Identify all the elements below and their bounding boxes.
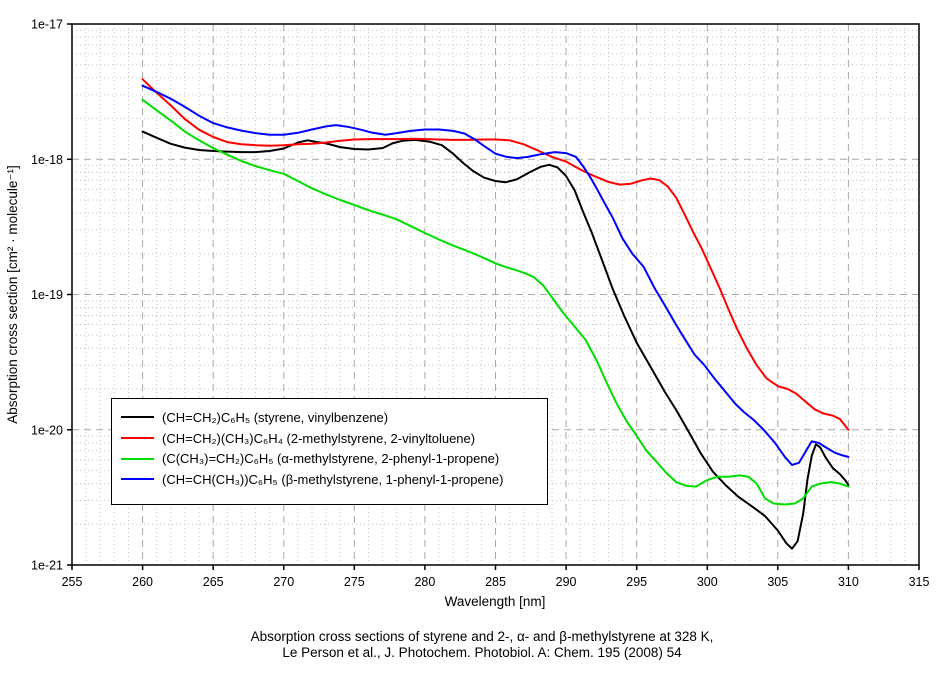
x-tick-label: 290 — [556, 575, 577, 589]
x-axis-title: Wavelength [nm] — [445, 594, 546, 609]
y-tick-labels: 1e-17 1e-18 1e-19 1e-20 1e-21 — [31, 18, 63, 573]
legend-line-sample-beta-methylstyrene — [121, 478, 154, 481]
legend-row-beta-methylstyrene: (CH=CH(CH₃))C₆H₅ (β-methylstyrene, 1-phe… — [121, 469, 547, 490]
x-tick-label: 300 — [697, 575, 718, 589]
legend-row-styrene: (CH=CH₂)C₆H₅ (styrene, vinylbenzene) — [121, 407, 547, 428]
curve-beta-methylstyrene — [141, 84, 850, 466]
figure-caption: Absorption cross sections of styrene and… — [10, 629, 944, 661]
x-tick-label: 315 — [909, 575, 930, 589]
x-tick-label: 265 — [203, 575, 224, 589]
legend-line-sample-alpha-methylstyrene — [121, 457, 154, 460]
x-tick-label: 275 — [344, 575, 365, 589]
caption-line-2: Le Person et al., J. Photochem. Photobio… — [282, 645, 682, 660]
x-tick-label: 310 — [838, 575, 859, 589]
plot-border — [71, 23, 920, 566]
x-tick-label: 295 — [626, 575, 647, 589]
legend-label-alpha-methylstyrene: (C(CH₃)=CH₂)C₆H₅ (α-methylstyrene, 2-phe… — [162, 451, 500, 467]
legend-line-sample-styrene — [121, 416, 154, 419]
x-tick-label: 305 — [767, 575, 788, 589]
axis-ticks — [67, 23, 920, 570]
y-axis-title: Absorption cross section [cm² · molecule… — [5, 165, 20, 423]
curve-2-methylstyrene — [141, 78, 850, 431]
legend-line-sample-2-methylstyrene — [121, 437, 154, 440]
x-tick-label: 255 — [62, 575, 83, 589]
legend-box: (CH=CH₂)C₆H₅ (styrene, vinylbenzene) (CH… — [111, 398, 548, 505]
y-tick-label: 1e-21 — [31, 559, 63, 573]
legend-row-alpha-methylstyrene: (C(CH₃)=CH₂)C₆H₅ (α-methylstyrene, 2-phe… — [121, 448, 547, 469]
y-tick-label: 1e-17 — [31, 18, 63, 32]
curve-alpha-methylstyrene — [141, 98, 850, 506]
curve-styrene — [141, 130, 850, 550]
x-tick-label: 260 — [132, 575, 153, 589]
legend-row-2-methylstyrene: (CH=CH₂)(CH₃)C₆H₄ (2-methylstyrene, 2-vi… — [121, 428, 547, 449]
caption-line-1: Absorption cross sections of styrene and… — [250, 629, 714, 644]
y-tick-label: 1e-19 — [31, 288, 63, 302]
y-tick-label: 1e-20 — [31, 423, 63, 437]
x-tick-label: 285 — [485, 575, 506, 589]
data-series-curves — [141, 78, 850, 550]
x-tick-labels: 255 260 265 270 275 280 285 290 295 300 305 310 315 — [62, 575, 930, 589]
legend-label-beta-methylstyrene: (CH=CH(CH₃))C₆H₅ (β-methylstyrene, 1-phe… — [162, 471, 504, 487]
legend-label-2-methylstyrene: (CH=CH₂)(CH₃)C₆H₄ (2-methylstyrene, 2-vi… — [162, 430, 476, 446]
y-tick-label: 1e-18 — [31, 153, 63, 167]
legend-label-styrene: (CH=CH₂)C₆H₅ (styrene, vinylbenzene) — [162, 409, 389, 425]
x-tick-label: 270 — [273, 575, 294, 589]
x-tick-label: 280 — [414, 575, 435, 589]
